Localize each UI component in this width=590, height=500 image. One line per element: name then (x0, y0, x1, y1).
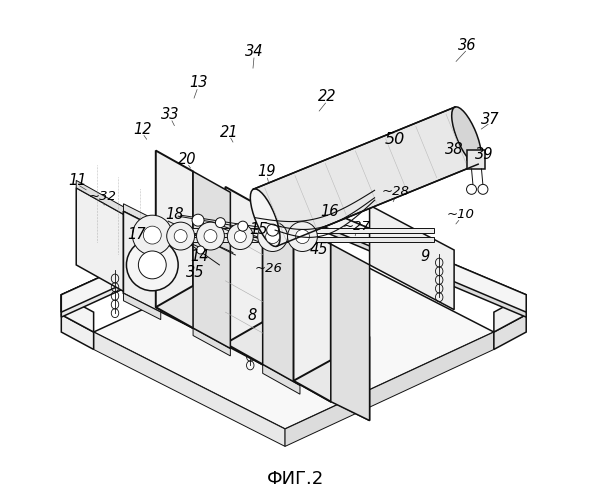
Polygon shape (254, 107, 478, 246)
Ellipse shape (250, 189, 280, 246)
Polygon shape (61, 294, 94, 332)
Circle shape (126, 239, 178, 291)
Ellipse shape (452, 107, 481, 164)
Text: 35: 35 (186, 265, 205, 280)
Polygon shape (332, 318, 369, 420)
Polygon shape (225, 187, 263, 364)
Polygon shape (94, 332, 285, 446)
Text: 37: 37 (481, 112, 500, 126)
Polygon shape (193, 246, 290, 380)
Polygon shape (263, 208, 300, 385)
Polygon shape (225, 322, 300, 364)
Polygon shape (142, 236, 434, 242)
Text: ~10: ~10 (447, 208, 474, 220)
Circle shape (139, 251, 166, 279)
Text: ~26: ~26 (255, 262, 283, 276)
Text: 50: 50 (384, 132, 405, 147)
Circle shape (143, 226, 161, 244)
Circle shape (174, 230, 187, 242)
Circle shape (287, 222, 317, 252)
Text: 17: 17 (127, 226, 146, 242)
Text: ~27: ~27 (342, 220, 370, 233)
Circle shape (258, 222, 287, 252)
Text: 18: 18 (165, 206, 184, 222)
Text: 8: 8 (247, 308, 257, 323)
Polygon shape (293, 224, 331, 402)
Circle shape (296, 230, 309, 243)
Polygon shape (331, 244, 369, 420)
Text: ~32: ~32 (88, 190, 116, 203)
Polygon shape (193, 172, 230, 348)
Text: 15: 15 (250, 222, 268, 236)
Polygon shape (61, 314, 94, 350)
Polygon shape (76, 180, 160, 235)
Text: ~28: ~28 (382, 186, 410, 198)
Circle shape (227, 224, 253, 250)
Text: ФИГ.2: ФИГ.2 (266, 470, 324, 488)
Polygon shape (193, 246, 230, 348)
Text: 20: 20 (178, 152, 196, 166)
Text: 16: 16 (320, 204, 339, 218)
Text: 33: 33 (162, 107, 180, 122)
Text: 19: 19 (257, 164, 276, 179)
Polygon shape (142, 228, 434, 232)
Polygon shape (156, 150, 193, 328)
Polygon shape (123, 204, 225, 262)
Circle shape (266, 230, 280, 243)
Polygon shape (263, 364, 300, 394)
Text: 14: 14 (191, 249, 209, 264)
Polygon shape (61, 193, 285, 312)
Circle shape (238, 221, 248, 231)
Polygon shape (123, 294, 160, 320)
Polygon shape (369, 205, 454, 310)
Circle shape (204, 230, 217, 242)
Polygon shape (76, 188, 160, 312)
Polygon shape (285, 332, 494, 446)
Circle shape (196, 246, 205, 254)
FancyBboxPatch shape (467, 150, 486, 169)
Text: 45: 45 (310, 242, 328, 256)
Polygon shape (123, 211, 225, 344)
Polygon shape (494, 314, 526, 350)
Text: 38: 38 (445, 142, 463, 156)
Circle shape (215, 218, 225, 228)
Text: 34: 34 (245, 44, 264, 59)
Circle shape (234, 230, 246, 242)
Text: 9: 9 (421, 249, 430, 264)
Polygon shape (494, 294, 526, 332)
Polygon shape (285, 193, 526, 317)
Circle shape (132, 215, 172, 255)
Polygon shape (193, 238, 290, 297)
Circle shape (267, 224, 278, 236)
Polygon shape (263, 282, 300, 385)
Polygon shape (156, 286, 230, 328)
Polygon shape (94, 235, 494, 429)
Circle shape (192, 214, 204, 226)
Text: 11: 11 (68, 173, 87, 188)
Text: 22: 22 (318, 90, 336, 104)
Text: 21: 21 (220, 124, 238, 140)
Text: 36: 36 (458, 38, 477, 52)
Text: 12: 12 (133, 122, 152, 136)
Circle shape (467, 184, 477, 194)
Text: 39: 39 (475, 146, 493, 162)
Circle shape (167, 222, 195, 250)
Polygon shape (293, 360, 369, 402)
Text: 13: 13 (189, 76, 207, 90)
Polygon shape (61, 193, 285, 317)
Circle shape (196, 222, 224, 250)
Polygon shape (193, 328, 230, 356)
Circle shape (478, 184, 488, 194)
Polygon shape (123, 211, 160, 312)
Polygon shape (61, 193, 526, 312)
